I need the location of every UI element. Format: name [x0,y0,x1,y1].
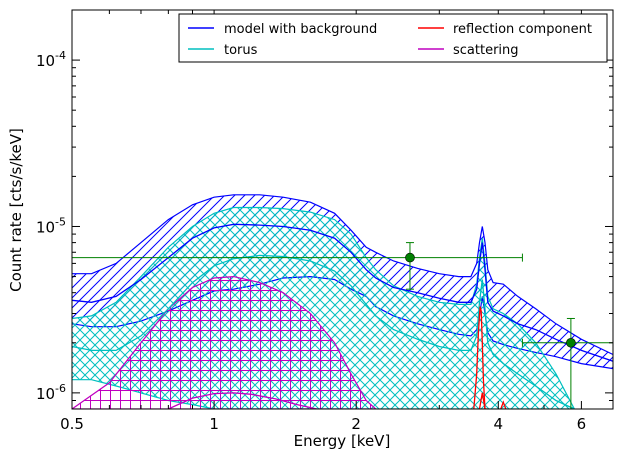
legend: model with background reflection componen… [178,13,608,63]
y-tick-label: 10-4 [36,49,66,70]
line-scattering [168,392,317,409]
band-scattering [72,276,376,409]
x-tick-label: 1 [209,415,219,433]
y-axis-label: Count rate [cts/s/keV] [7,128,25,292]
uncertainty-bands [72,194,613,409]
legend-entry: torus [188,43,258,58]
legend-entry: scattering [418,43,519,58]
band-upper-model_with_background [72,194,613,356]
line-torus [72,254,575,409]
line-model_with_background [72,223,613,362]
legend-label: torus [224,43,258,58]
legend-entry: reflection component [418,22,592,37]
y-tick-label: 10-6 [36,382,66,403]
line-reflection_component_minor_a [478,392,486,409]
x-tick-label: 6 [577,415,587,433]
line-reflection_component [473,306,488,409]
x-tick-label: 4 [494,415,504,433]
legend-label: reflection component [453,22,592,37]
legend-label: scattering [453,43,519,58]
x-tick-label: 2 [351,415,361,433]
data-point-marker [566,337,576,348]
band-upper-scattering [72,275,377,409]
legend-label: model with background [224,22,377,37]
data-point-1 [72,242,523,290]
line-reflection_component_minor_b [500,400,507,409]
data-point-marker [405,252,415,263]
model-lines [72,223,613,409]
axis-ticks [71,9,614,410]
plot-frame [71,9,614,410]
band-upper-torus [72,206,575,409]
x-tick-label: 0.5 [60,415,84,433]
y-tick-label: 10-5 [36,215,66,236]
legend-entry: model with background [188,22,377,37]
x-axis-label: Energy [keV] [294,432,391,450]
x-tick-labels: 0.5 1 2 4 6 [60,415,586,433]
y-tick-labels: 10-6 10-5 10-4 [36,49,66,403]
legend-box [178,13,608,63]
